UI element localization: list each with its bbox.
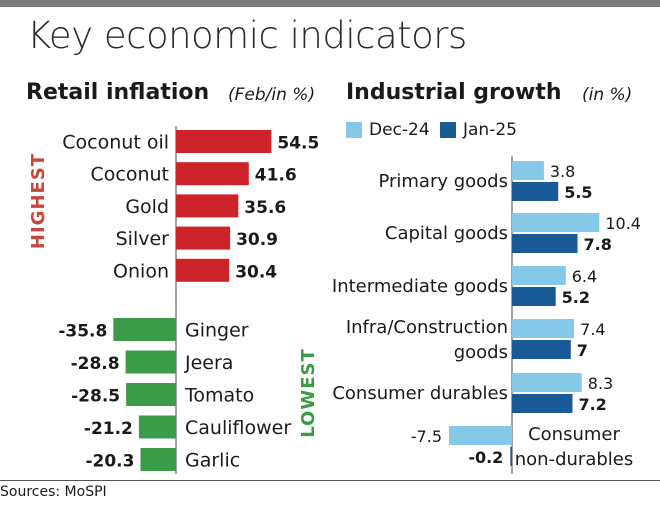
top-rule (0, 0, 660, 7)
value-label-cauliflower: -21.2 (84, 419, 133, 439)
bar-ginger (113, 318, 176, 341)
bar-jeera (125, 350, 176, 374)
category-label-ginger: Ginger (185, 320, 249, 342)
legend-label-jan-25: Jan-25 (463, 120, 517, 140)
value-label-consumer-durables-dec-24: 8.3 (588, 374, 613, 393)
category-label-coconut: Coconut (91, 164, 170, 186)
bar-capital-goods-dec-24 (512, 213, 600, 232)
value-label-jeera: -28.8 (71, 354, 120, 374)
value-label-intermediate-goods-jan-25: 5.2 (562, 288, 590, 307)
category-label-consumer-non-durables-line-2: non-durables (515, 449, 633, 470)
bar-primary-goods-dec-24 (512, 161, 544, 180)
page-title: Key economic indicators (27, 14, 467, 57)
bar-gold (176, 194, 239, 218)
category-label-cauliflower: Cauliflower (185, 417, 291, 439)
bar-silver (176, 226, 231, 250)
category-label-primary-goods: Primary goods (378, 171, 508, 192)
category-label-capital-goods: Capital goods (385, 223, 508, 244)
bar-coconut-oil (176, 130, 272, 153)
category-label-jeera: Jeera (184, 352, 233, 374)
category-label-consumer-durables: Consumer durables (332, 383, 508, 404)
value-label-capital-goods-jan-25: 7.8 (584, 235, 612, 254)
bar-cauliflower (138, 415, 176, 439)
bar-garlic (140, 448, 176, 471)
value-label-capital-goods-dec-24: 10.4 (605, 214, 641, 233)
value-label-garlic: -20.3 (85, 452, 134, 472)
category-label-consumer-non-durables-line-1: Consumer (528, 424, 620, 445)
value-label-ginger: -35.8 (58, 322, 107, 342)
value-label-consumer-non-durables-jan-25: -0.2 (468, 448, 503, 467)
bar-tomato (126, 383, 176, 406)
category-label-infra-construction-goods-line-2: goods (454, 342, 508, 363)
category-label-infra-construction-goods-line-1: Infra/Construction (346, 317, 508, 338)
bar-consumer-durables-jan-25 (512, 394, 573, 413)
value-label-consumer-durables-jan-25: 7.2 (578, 395, 606, 414)
retail-inflation-title: Retail inflation (26, 80, 210, 105)
bar-intermediate-goods-dec-24 (512, 266, 566, 285)
legend-label-dec-24: Dec-24 (369, 120, 430, 140)
value-label-consumer-non-durables-dec-24: -7.5 (411, 427, 442, 446)
bar-consumer-non-durables-jan-25 (510, 447, 512, 466)
category-label-garlic: Garlic (185, 450, 240, 472)
sources-note: Sources: MoSPI (0, 484, 107, 500)
legend-swatch-jan-25 (440, 122, 456, 138)
value-label-intermediate-goods-dec-24: 6.4 (572, 267, 597, 286)
value-label-tomato: -28.5 (71, 387, 120, 407)
bar-primary-goods-jan-25 (512, 182, 559, 201)
category-label-intermediate-goods: Intermediate goods (332, 276, 508, 297)
industrial-growth-title: Industrial growth (346, 80, 562, 105)
bar-intermediate-goods-jan-25 (512, 287, 556, 306)
category-label-gold: Gold (125, 196, 169, 218)
value-label-coconut-oil: 54.5 (277, 134, 319, 154)
bar-coconut (176, 162, 249, 186)
bar-capital-goods-jan-25 (512, 234, 578, 253)
value-label-coconut: 41.6 (255, 166, 297, 186)
value-label-gold: 35.6 (244, 198, 286, 218)
bar-consumer-durables-dec-24 (512, 373, 582, 392)
bar-consumer-non-durables-dec-24 (449, 426, 512, 445)
value-label-infra-construction-goods-dec-24: 7.4 (580, 320, 605, 339)
category-label-onion: Onion (113, 260, 169, 282)
value-label-primary-goods-jan-25: 5.5 (564, 183, 592, 202)
category-label-silver: Silver (116, 228, 170, 250)
bar-infra-construction-goods-dec-24 (512, 319, 575, 338)
legend-dec-24: Dec-24 (346, 120, 430, 140)
legend-swatch-dec-24 (346, 122, 362, 138)
charts-canvas: Coconut oil 54.5 Coconut 41.6 Gold 35.6 Silver… (58, 126, 641, 474)
retail-inflation-unit: (Feb/in %) (228, 85, 316, 105)
category-label-tomato: Tomato (184, 385, 254, 407)
bottom-rule (0, 480, 660, 481)
value-label-primary-goods-dec-24: 3.8 (550, 162, 575, 181)
bar-onion (176, 258, 230, 282)
value-label-infra-construction-goods-jan-25: 7 (577, 341, 588, 360)
legend-jan-25: Jan-25 (440, 120, 517, 140)
value-label-onion: 30.4 (235, 262, 277, 282)
bar-infra-construction-goods-jan-25 (512, 340, 571, 359)
value-label-silver: 30.9 (236, 230, 278, 250)
category-label-coconut-oil: Coconut oil (62, 132, 169, 154)
industrial-growth-unit: (in %) (582, 85, 633, 105)
